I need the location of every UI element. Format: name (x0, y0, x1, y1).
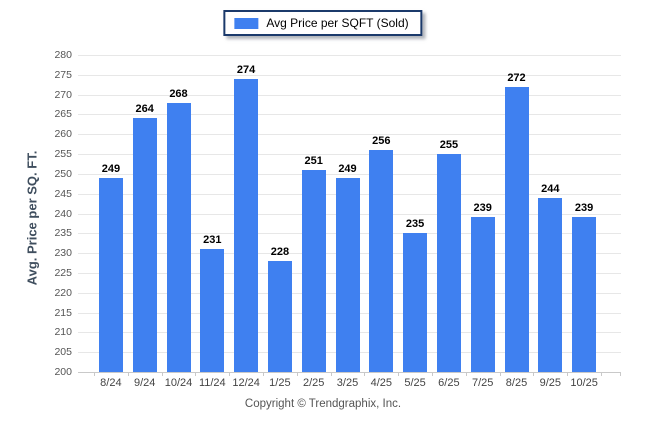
bar (538, 197, 563, 372)
x-axis-tick-mark (567, 372, 569, 376)
bar (335, 177, 360, 372)
bar-value-label: 268 (169, 87, 188, 100)
bar-value-label: 239 (574, 202, 594, 215)
y-axis-tick-label: 270 (54, 88, 72, 101)
bar (166, 102, 191, 372)
bar-value-label: 251 (304, 154, 323, 167)
x-axis-tick-mark (533, 372, 535, 376)
x-axis-tick-mark (465, 372, 467, 376)
bar-value-label: 272 (507, 71, 526, 84)
y-axis-tick-label: 255 (54, 148, 72, 161)
gridline (78, 154, 621, 156)
y-axis-tick-label: 260 (54, 128, 72, 141)
x-axis-category-label: 6/25 (438, 377, 460, 389)
bar-value-label: 231 (203, 234, 222, 247)
bar-value-label: 256 (372, 135, 391, 148)
x-axis-tick-mark (398, 372, 400, 376)
x-axis-tick-mark (229, 372, 231, 376)
x-axis-category-label: 8/25 (505, 377, 528, 389)
y-axis-tick-label: 245 (54, 187, 72, 200)
x-axis-line (78, 372, 621, 373)
x-axis-tick-mark (601, 372, 602, 376)
gridline (78, 55, 621, 56)
y-axis-tick-label: 220 (54, 286, 72, 299)
x-axis-tick-mark (330, 372, 332, 376)
y-axis-tick-label: 205 (54, 346, 72, 359)
y-axis-tick-label: 215 (54, 306, 72, 319)
x-axis-category-label: 12/24 (232, 377, 260, 389)
x-axis-category-label: 10/24 (164, 377, 193, 389)
x-axis-category-label: 5/25 (404, 377, 426, 389)
legend-swatch (234, 17, 259, 29)
bar (369, 150, 394, 372)
bar (572, 217, 597, 372)
gridline (78, 173, 621, 175)
y-axis-tick-label: 200 (54, 366, 72, 378)
x-axis-tick-mark (620, 372, 621, 376)
bar (98, 177, 123, 372)
x-axis-category-label: 10/25 (570, 377, 598, 389)
x-axis-tick-mark (296, 372, 298, 376)
bar (234, 78, 259, 372)
y-axis-tick-label: 230 (54, 247, 72, 260)
x-axis-category-label: 1/25 (269, 377, 291, 389)
bar (267, 261, 292, 372)
x-axis-tick-mark (161, 372, 163, 376)
x-axis-category-label: 3/25 (336, 377, 359, 389)
y-axis-tick-label: 275 (54, 68, 72, 81)
y-axis-tick-label: 250 (54, 167, 72, 180)
y-axis-tick-label: 240 (54, 207, 72, 220)
bar-value-label: 249 (101, 162, 121, 175)
gridline (78, 74, 621, 76)
x-axis-category-label: 8/24 (100, 377, 122, 389)
x-axis-tick-mark (94, 372, 95, 376)
y-axis-tick-label: 225 (54, 266, 72, 279)
bar-value-label: 249 (338, 162, 357, 175)
bar (470, 217, 495, 372)
y-axis-tick-label: 235 (54, 227, 72, 240)
legend-label: Avg Price per SQFT (Sold) (266, 16, 409, 30)
copyright-text: Copyright © Trendgraphix, Inc. (244, 398, 402, 410)
bar-value-label: 244 (541, 182, 560, 195)
bar (132, 118, 157, 372)
x-axis-tick-mark (364, 372, 366, 376)
bar-value-label: 239 (473, 202, 492, 215)
x-axis-tick-mark (499, 372, 501, 376)
x-axis-category-label: 9/25 (539, 377, 561, 389)
bar-value-label: 274 (236, 63, 256, 76)
bar (403, 233, 428, 372)
gridline (78, 134, 621, 136)
bar-chart-plot-area: 200 205 210 215 220 225 230 235 240 245 250 255 260 2… (54, 49, 621, 389)
gridline (78, 114, 621, 116)
x-axis-tick-mark (195, 372, 197, 376)
bar-value-label: 264 (135, 103, 154, 116)
bar (504, 86, 529, 372)
bar-value-label: 235 (405, 218, 425, 231)
bar-value-label: 255 (439, 139, 459, 152)
gridline (78, 94, 621, 96)
x-axis-tick-mark (127, 372, 129, 376)
x-axis-category-label: 4/25 (370, 377, 392, 389)
bar-value-label: 228 (270, 246, 290, 259)
y-axis-tick-label: 280 (54, 49, 72, 61)
x-axis-category-label: 11/24 (198, 377, 226, 389)
legend: Avg Price per SQFT (Sold) (223, 10, 423, 36)
x-axis-tick-mark (263, 372, 264, 376)
y-axis-tick-label: 265 (54, 108, 72, 121)
y-axis-tick-label: 210 (54, 326, 72, 339)
bar (301, 169, 326, 372)
x-axis-category-label: 7/25 (471, 377, 494, 389)
bar (200, 249, 225, 372)
bar (436, 154, 461, 372)
x-axis-category-label: 9/24 (133, 377, 156, 389)
x-axis-tick-mark (432, 372, 433, 376)
x-axis-category-label: 2/25 (302, 377, 325, 389)
